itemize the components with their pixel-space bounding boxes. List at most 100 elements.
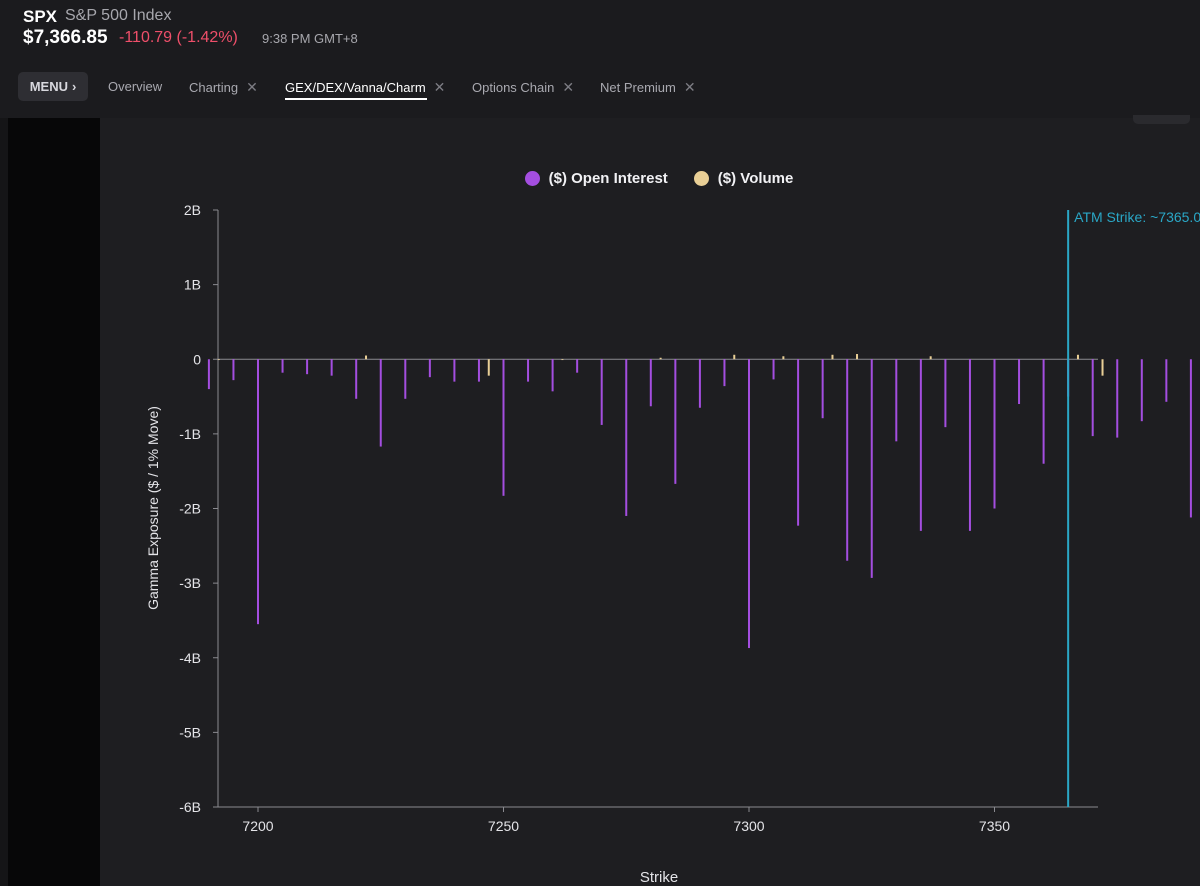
last-price: $7,366.85 bbox=[23, 27, 108, 48]
oi-bar bbox=[797, 359, 800, 526]
oi-bar bbox=[772, 359, 775, 380]
oi-bar bbox=[1018, 359, 1021, 405]
oi-bar bbox=[379, 359, 382, 447]
oi-bar bbox=[895, 359, 898, 442]
y-tick-label: 1B bbox=[184, 277, 201, 293]
atm-strike-label: ATM Strike: ~7365.00 bbox=[1074, 209, 1200, 225]
close-icon[interactable]: ✕ bbox=[433, 79, 446, 95]
oi-bar bbox=[232, 359, 235, 381]
tab-options-chain[interactable]: Options Chain ✕ bbox=[472, 79, 574, 96]
x-tick-label: 7350 bbox=[979, 818, 1010, 834]
y-tick-label: 0 bbox=[193, 351, 201, 367]
close-icon[interactable]: ✕ bbox=[683, 79, 696, 95]
oi-bar bbox=[428, 359, 431, 378]
oi-bar bbox=[576, 359, 579, 373]
y-axis-title: Gamma Exposure ($ / 1% Move) bbox=[145, 406, 161, 610]
volume-bar bbox=[856, 354, 859, 360]
tab-gex-dex-vanna-charm[interactable]: GEX/DEX/Vanna/Charm ✕ bbox=[285, 79, 445, 96]
oi-bar bbox=[944, 359, 947, 428]
menu-button-label: MENU bbox=[29, 79, 68, 94]
volume-bar bbox=[1101, 359, 1104, 376]
y-tick-label: -4B bbox=[179, 650, 201, 666]
oi-bar bbox=[502, 359, 505, 496]
legend-label: ($) Open Interest bbox=[548, 170, 668, 187]
x-axis-title: Strike bbox=[639, 869, 679, 886]
instrument-name: S&P 500 Index bbox=[65, 7, 172, 24]
legend-swatch bbox=[693, 171, 709, 186]
tab-net-premium[interactable]: Net Premium ✕ bbox=[600, 79, 696, 96]
x-tick-label: 7200 bbox=[242, 818, 273, 834]
panel-handle bbox=[1133, 115, 1190, 124]
quote-header: SPX S&P 500 Index $7,366.85 -110.79 (-1.… bbox=[0, 0, 1200, 120]
tab-overview[interactable]: Overview bbox=[108, 79, 162, 94]
tab-label: Options Chain bbox=[472, 80, 555, 95]
ticker-symbol: SPX bbox=[23, 7, 58, 26]
oi-bar bbox=[355, 359, 358, 399]
tab-label: Overview bbox=[108, 79, 163, 94]
legend-label: ($) Volume bbox=[717, 170, 794, 187]
oi-bar bbox=[993, 359, 996, 509]
oi-bar bbox=[625, 359, 628, 516]
oi-bar bbox=[1189, 359, 1192, 518]
volume-bar bbox=[733, 354, 736, 360]
volume-bar bbox=[1076, 354, 1079, 360]
volume-bar bbox=[561, 359, 564, 361]
oi-bar bbox=[748, 359, 750, 649]
oi-bar bbox=[551, 359, 554, 392]
tab-charting[interactable]: Charting ✕ bbox=[189, 79, 258, 96]
oi-bar bbox=[207, 359, 210, 390]
oi-bar bbox=[919, 359, 922, 531]
oi-bar bbox=[870, 359, 873, 578]
left-sidebar bbox=[0, 118, 100, 886]
oi-bar bbox=[846, 359, 849, 561]
chart-panel bbox=[100, 118, 1200, 886]
oi-bar bbox=[1140, 359, 1143, 422]
oi-bar bbox=[968, 359, 971, 531]
volume-bar bbox=[782, 356, 785, 360]
oi-bar bbox=[453, 359, 456, 382]
oi-bar bbox=[257, 359, 259, 625]
oi-bar bbox=[1165, 359, 1168, 402]
close-icon[interactable]: ✕ bbox=[246, 79, 258, 95]
oi-bar bbox=[698, 359, 701, 408]
oi-bar bbox=[1042, 359, 1045, 464]
volume-bar bbox=[217, 359, 220, 361]
oi-bar bbox=[1116, 359, 1119, 438]
chevron-right-icon: › bbox=[71, 79, 77, 94]
oi-bar bbox=[281, 359, 284, 373]
volume-bar bbox=[929, 356, 932, 360]
tab-label: Charting bbox=[189, 80, 239, 95]
oi-bar bbox=[404, 359, 407, 399]
oi-bar bbox=[527, 359, 530, 382]
active-tab-indicator bbox=[285, 98, 427, 100]
legend-item-volume[interactable]: ($) Volume bbox=[693, 170, 794, 187]
tab-label: Net Premium bbox=[600, 80, 676, 95]
legend-swatch bbox=[524, 171, 540, 186]
oi-bar bbox=[723, 359, 726, 387]
y-tick-label: -3B bbox=[179, 575, 201, 591]
y-tick-label: 2B bbox=[184, 202, 201, 218]
y-tick-label: -6B bbox=[179, 799, 201, 815]
left-edge bbox=[0, 118, 8, 886]
oi-bar bbox=[477, 359, 480, 382]
oi-bar bbox=[821, 359, 824, 419]
price-change: -110.79 (-1.42%) bbox=[119, 29, 238, 46]
volume-bar bbox=[365, 355, 368, 360]
volume-bar bbox=[659, 357, 662, 360]
quote-time: 9:38 PM GMT+8 bbox=[262, 31, 358, 46]
oi-bar bbox=[600, 359, 603, 425]
menu-button[interactable]: MENU › bbox=[18, 72, 88, 101]
y-tick-label: -5B bbox=[179, 724, 201, 740]
legend-item-open-interest[interactable]: ($) Open Interest bbox=[524, 170, 668, 187]
chart-legend: ($) Open Interest ($) Volume bbox=[0, 170, 1200, 187]
y-tick-label: -1B bbox=[179, 426, 201, 442]
x-tick-label: 7300 bbox=[733, 818, 764, 834]
oi-bar bbox=[330, 359, 333, 376]
oi-bar bbox=[674, 359, 677, 484]
close-icon[interactable]: ✕ bbox=[562, 79, 575, 95]
tab-label: GEX/DEX/Vanna/Charm bbox=[285, 80, 426, 95]
volume-bar bbox=[831, 354, 834, 360]
x-tick-label: 7250 bbox=[488, 818, 519, 834]
oi-bar bbox=[1091, 359, 1094, 437]
